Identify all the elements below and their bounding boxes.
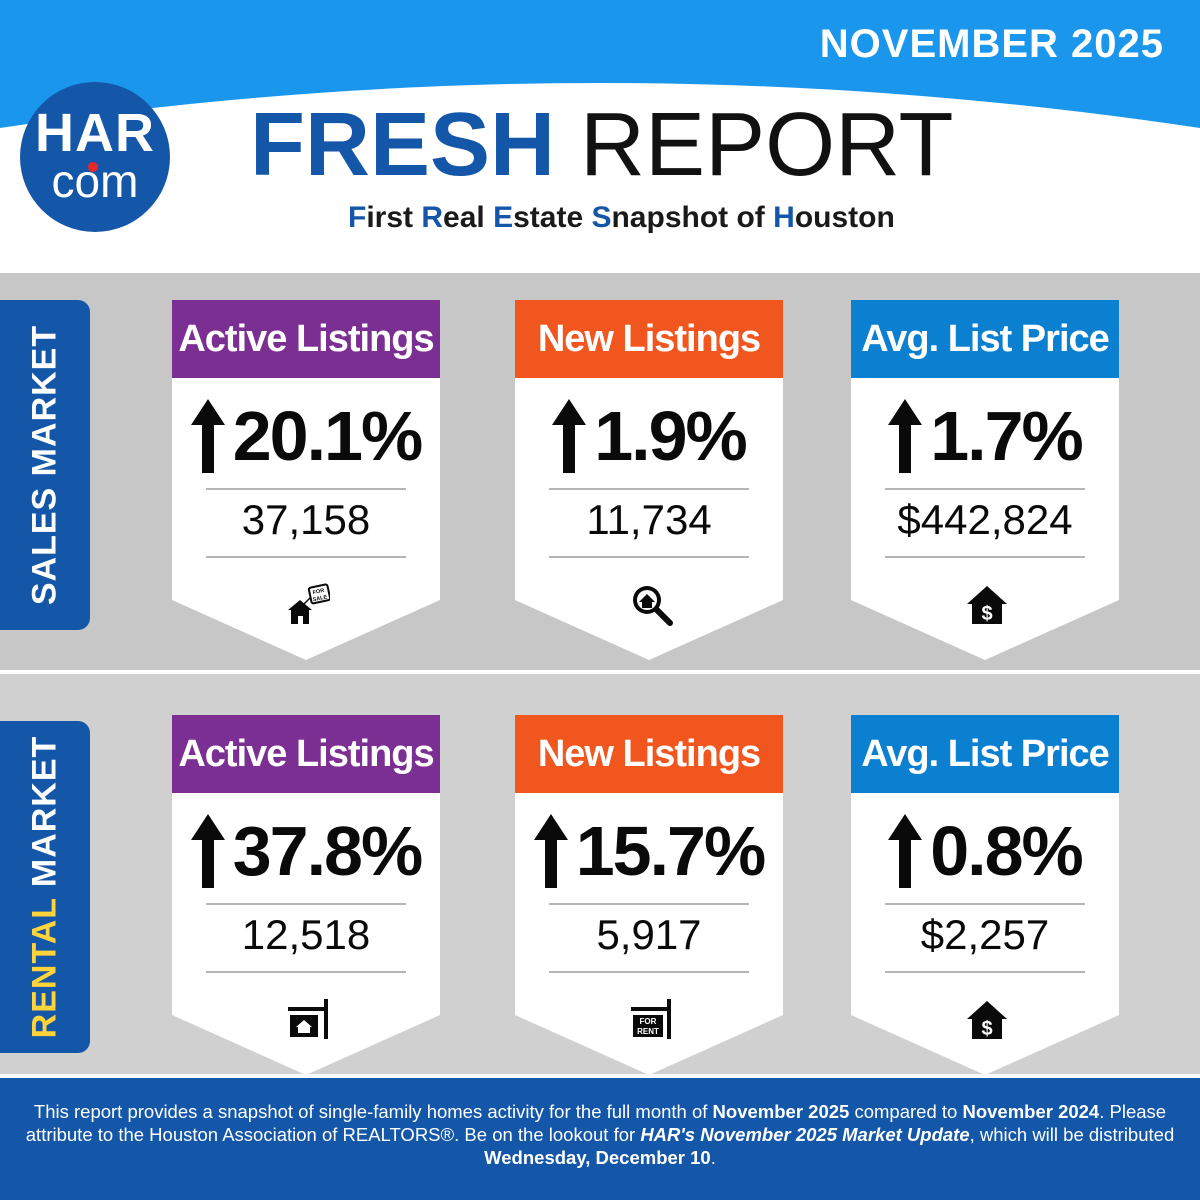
- sales-market-tab: SALES MARKET: [0, 300, 90, 630]
- up-arrow-icon: [533, 813, 568, 888]
- change-percent: 0.8%: [851, 811, 1119, 894]
- divider: [549, 556, 749, 558]
- divider: [206, 903, 406, 905]
- card-title: Avg. List Price: [851, 300, 1119, 378]
- rental-active-listings-card: Active Listings 37.8% 12,518: [172, 715, 440, 1075]
- change-percent: 1.9%: [515, 396, 783, 479]
- svg-text:$: $: [981, 1018, 992, 1040]
- up-arrow-icon: [888, 813, 923, 888]
- up-arrow-icon: [190, 398, 225, 473]
- card-title: New Listings: [515, 300, 783, 378]
- change-percent: 20.1%: [172, 396, 440, 479]
- rental-market-section: RENTAL MARKET Active Listings 37.8% 12,5…: [0, 674, 1200, 1075]
- header-band: [0, 0, 1200, 130]
- divider: [206, 971, 406, 973]
- change-percent: 15.7%: [515, 811, 783, 894]
- up-arrow-icon: [190, 813, 225, 888]
- svg-text:FOR: FOR: [640, 1017, 657, 1026]
- logo-dot: [88, 162, 98, 172]
- divider: [885, 556, 1085, 558]
- for-rent-sign-icon: FOR RENT: [631, 999, 671, 1039]
- divider: [885, 488, 1085, 490]
- divider: [549, 903, 749, 905]
- sales-market-section: SALES MARKET Active Listings 20.1% 37,15…: [0, 273, 1200, 670]
- sales-new-listings-card: New Listings 1.9% 11,734: [515, 300, 783, 660]
- house-dollar-icon: $: [967, 586, 1007, 625]
- metric-value: 11,734: [586, 496, 712, 543]
- svg-text:FOR: FOR: [312, 588, 325, 596]
- svg-text:RENT: RENT: [637, 1027, 659, 1036]
- svg-text:$: $: [981, 603, 992, 625]
- metric-value: 12,518: [241, 911, 371, 958]
- up-arrow-icon: [552, 398, 587, 473]
- svg-text:SALE: SALE: [312, 594, 328, 603]
- card-title: Avg. List Price: [851, 715, 1119, 793]
- har-logo[interactable]: HAR com: [20, 82, 170, 232]
- report-month: NOVEMBER 2025: [819, 22, 1164, 66]
- card-title: Active Listings: [172, 300, 440, 378]
- divider: [549, 971, 749, 973]
- metric-value: $442,824: [897, 496, 1073, 543]
- divider: [549, 488, 749, 490]
- change-percent: 1.7%: [851, 396, 1119, 479]
- magnifier-house-icon: [633, 586, 673, 626]
- divider: [885, 971, 1085, 973]
- sales-active-listings-card: Active Listings 20.1% 37,158 FOR SALE: [172, 300, 440, 660]
- rental-market-tab: RENTAL MARKET: [0, 721, 90, 1053]
- metric-value: 37,158: [241, 496, 371, 543]
- metric-value: 5,917: [596, 911, 702, 958]
- rental-new-listings-card: New Listings 15.7% 5,917 FOR RENT: [515, 715, 783, 1075]
- divider: [206, 488, 406, 490]
- divider: [885, 903, 1085, 905]
- change-percent: 37.8%: [172, 811, 440, 894]
- card-title: Active Listings: [172, 715, 440, 793]
- rental-avg-list-price-card: Avg. List Price 0.8% $2,257 $: [851, 715, 1119, 1075]
- house-sign-icon: [288, 999, 328, 1039]
- house-for-sale-icon: FOR SALE: [288, 583, 330, 624]
- page-subtitle: First Real Estate Snapshot of Houston: [348, 201, 895, 234]
- metric-value: $2,257: [920, 911, 1050, 958]
- footer-disclaimer: This report provides a snapshot of singl…: [0, 1078, 1200, 1200]
- page-title: FRESH REPORT: [250, 95, 954, 195]
- divider: [206, 556, 406, 558]
- sales-avg-list-price-card: Avg. List Price 1.7% $442,824 $: [851, 300, 1119, 660]
- house-dollar-icon: $: [967, 1001, 1007, 1040]
- up-arrow-icon: [888, 398, 923, 473]
- card-title: New Listings: [515, 715, 783, 793]
